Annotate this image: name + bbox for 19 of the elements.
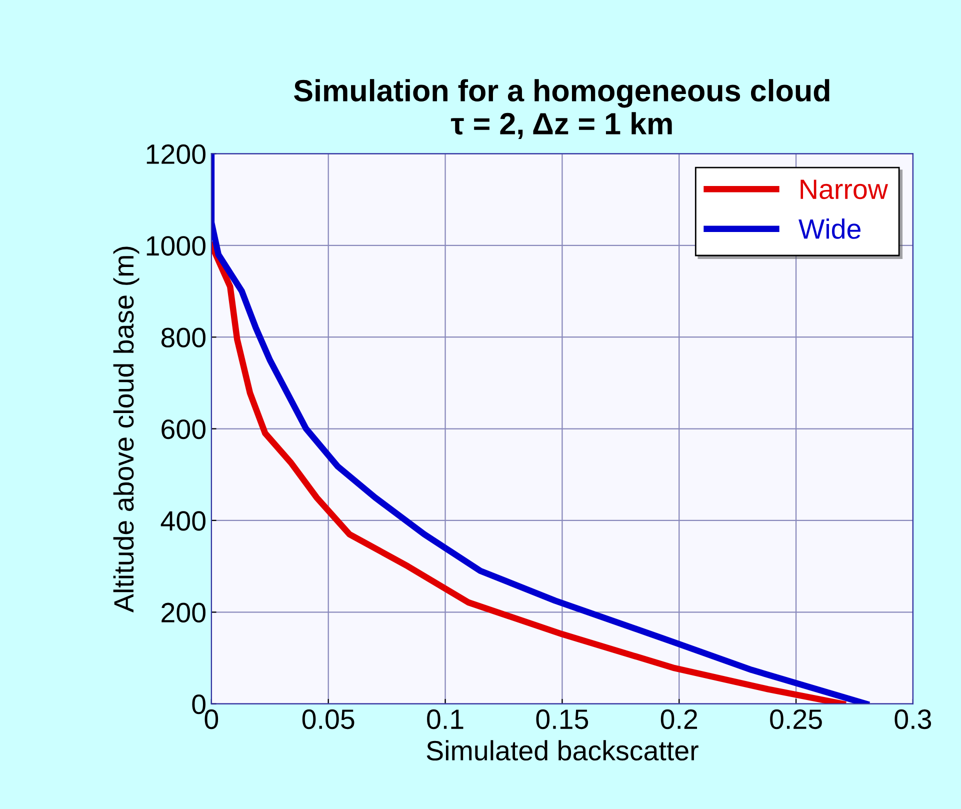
y-tick-label: 1200	[146, 144, 206, 164]
x-tick-label: 0	[204, 709, 218, 730]
legend-label: Narrow	[800, 180, 888, 200]
y-axis-title: Altitude above cloud base (m)	[113, 246, 140, 612]
x-tick-label: 0.3	[894, 709, 932, 730]
y-tick-label: 1000	[146, 236, 206, 256]
chart-title: Simulation for a homogeneous cloud τ = 2, Δz = 1 km	[294, 79, 830, 139]
x-tick-label: 0.2	[660, 709, 698, 730]
y-tick-label: 800	[161, 328, 206, 348]
x-tick-label: 0.15	[536, 709, 588, 730]
y-tick-label: 200	[162, 602, 206, 622]
y-tick-label: 600	[162, 419, 206, 440]
x-tick-label: 0.05	[302, 709, 354, 730]
legend-label: Wide	[798, 218, 860, 239]
y-tick-label: 400	[160, 511, 206, 531]
x-tick-label: 0.1	[427, 709, 464, 730]
x-tick-label: 0.25	[770, 709, 822, 730]
y-tick-label: 0	[192, 694, 206, 714]
x-axis-title: Simulated backscatter	[426, 740, 698, 761]
